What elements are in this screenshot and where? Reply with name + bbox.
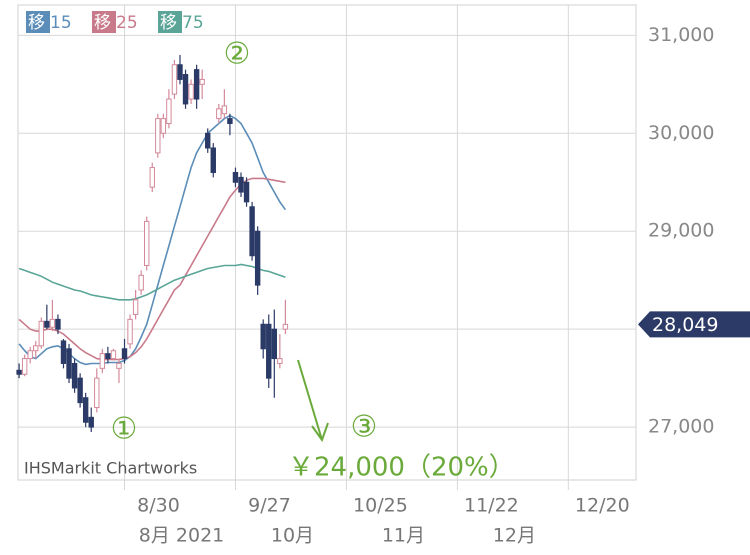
- candle-body: [132, 299, 139, 315]
- candle-body: [282, 323, 289, 330]
- legend-period: 15: [50, 13, 72, 33]
- candle-body: [166, 98, 172, 125]
- month-label: 10月: [271, 525, 314, 547]
- x-tick-label: 10/25: [353, 495, 408, 517]
- candle-body: [16, 369, 22, 375]
- candle-body: [94, 377, 100, 409]
- candle-body: [260, 323, 266, 350]
- candle-body: [155, 118, 161, 154]
- x-tick-label: 11/22: [464, 495, 519, 517]
- x-tick-label: 12/20: [575, 495, 630, 517]
- candle-body: [182, 74, 189, 105]
- candle-body: [44, 320, 50, 328]
- candle-body: [27, 350, 33, 360]
- annotation-arrow: [297, 359, 329, 443]
- legend-swatch: [92, 11, 116, 33]
- candle-body: [110, 350, 117, 360]
- candle-body: [66, 348, 72, 379]
- candle-body: [71, 362, 78, 389]
- candle-body: [216, 108, 222, 120]
- candle-body: [199, 78, 205, 85]
- candle-body: [127, 318, 133, 345]
- legend-swatch: [26, 11, 50, 33]
- annotation: ￥24,000（20%）: [288, 453, 515, 483]
- plot-area: [17, 4, 637, 481]
- legend-label: 移 75: [160, 13, 204, 33]
- month-label: 12月: [493, 525, 536, 547]
- month-label: 8月 2021: [139, 525, 224, 547]
- candle-body: [243, 181, 250, 203]
- source-label: IHSMarkit Chartworks: [24, 459, 197, 478]
- candle-body: [249, 206, 255, 257]
- candle-body: [193, 69, 200, 100]
- x-tick-label: 8/30: [137, 495, 180, 517]
- x-tick-label: 9/27: [248, 495, 291, 517]
- candle-body: [205, 132, 211, 149]
- candle-body: [188, 83, 194, 100]
- legend-badge: 移: [28, 13, 45, 33]
- legend-label: 移 15: [28, 13, 72, 33]
- candle-body: [82, 397, 89, 423]
- candle-body: [144, 220, 150, 267]
- candle-body: [171, 64, 178, 95]
- candle-body: [149, 167, 155, 188]
- annotation: ②: [224, 37, 251, 72]
- candle-body: [99, 353, 106, 369]
- y-tick-label: 30,000: [648, 122, 714, 144]
- candle-body: [210, 147, 216, 173]
- candle-body: [121, 348, 128, 360]
- y-tick-label: 29,000: [648, 220, 714, 242]
- candle-body: [138, 274, 144, 291]
- month-label: 11月: [382, 525, 425, 547]
- legend-badge: 移: [160, 13, 177, 33]
- legend-period: 25: [116, 13, 138, 33]
- candle-body: [21, 358, 28, 375]
- candle-body: [55, 318, 61, 330]
- candle-body: [77, 377, 83, 404]
- candle-body: [60, 340, 67, 364]
- annotation: ①: [111, 412, 138, 447]
- candle-body: [177, 64, 183, 80]
- candle-body: [116, 362, 122, 369]
- candle-body: [254, 230, 261, 286]
- candle-body: [38, 320, 44, 347]
- last-price-label: 28,049: [652, 314, 718, 336]
- candle-body: [88, 416, 94, 428]
- candle-body: [33, 345, 39, 352]
- candle-body: [238, 176, 244, 193]
- y-tick-label: 27,000: [648, 416, 714, 438]
- moving-average-line: [18, 263, 286, 301]
- legend-label: 移 25: [94, 13, 138, 33]
- legend-badge: 移: [94, 13, 111, 33]
- candle-body: [49, 318, 56, 328]
- candle-body: [232, 171, 239, 183]
- last-price-tag: [638, 311, 750, 338]
- candle-body: [221, 105, 228, 115]
- candle-body: [271, 328, 277, 360]
- annotation: ③: [351, 410, 378, 445]
- candle-body: [160, 118, 167, 134]
- legend-period: 75: [182, 13, 204, 33]
- legend-swatch: [158, 11, 182, 33]
- y-tick-label: 31,000: [648, 24, 714, 46]
- candle-body: [266, 323, 272, 379]
- candle-body: [277, 358, 283, 364]
- candle-body: [227, 118, 233, 125]
- candle-body: [105, 353, 111, 360]
